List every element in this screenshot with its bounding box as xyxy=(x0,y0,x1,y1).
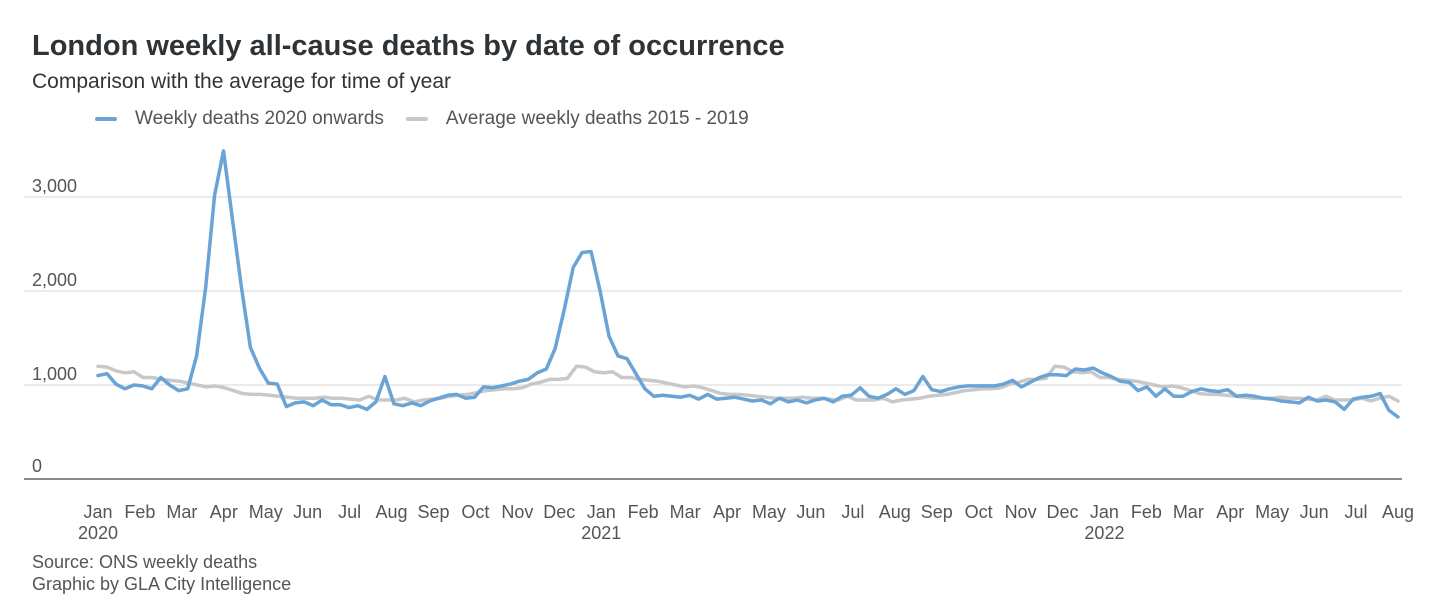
x-tick-label: Feb xyxy=(1131,502,1162,522)
x-tick-label: May xyxy=(1255,502,1289,522)
x-tick-label: Feb xyxy=(628,502,659,522)
legend-label-average-deaths: Average weekly deaths 2015 - 2019 xyxy=(445,108,749,129)
x-tick-label: Mar xyxy=(670,502,701,522)
y-tick-label: 3,000 xyxy=(32,176,77,196)
x-tick-year-label: 2021 xyxy=(581,523,621,543)
y-tick-label: 2,000 xyxy=(32,270,77,290)
x-tick-label: Jul xyxy=(1345,502,1368,522)
y-tick-label: 1,000 xyxy=(32,364,77,384)
x-tick-label: Jun xyxy=(1300,502,1329,522)
series-line-weekly-deaths xyxy=(96,149,1400,419)
chart-title: London weekly all-cause deaths by date o… xyxy=(32,30,785,62)
chart-legend: Weekly deaths 2020 onwards Average weekl… xyxy=(95,108,771,130)
x-tick-year-label: 2020 xyxy=(78,523,118,543)
x-tick-label: Sep xyxy=(417,502,449,522)
x-tick-label: Aug xyxy=(1382,502,1414,522)
x-tick-label: Jul xyxy=(338,502,361,522)
x-tick-label: Nov xyxy=(1005,502,1037,522)
legend-item-average-deaths: Average weekly deaths 2015 - 2019 xyxy=(405,108,749,130)
x-tick-label: Aug xyxy=(879,502,911,522)
x-tick-label: Apr xyxy=(713,502,741,522)
y-tick-label: 0 xyxy=(32,456,42,476)
x-tick-label: Jul xyxy=(841,502,864,522)
x-tick-label: May xyxy=(752,502,786,522)
chart-footer: Source: ONS weekly deaths Graphic by GLA… xyxy=(32,551,291,595)
x-tick-label: Jan xyxy=(83,502,112,522)
source-note: Source: ONS weekly deaths xyxy=(32,552,258,572)
x-tick-label: Feb xyxy=(124,502,155,522)
x-tick-label: Oct xyxy=(965,502,993,522)
legend-label-weekly-deaths: Weekly deaths 2020 onwards xyxy=(135,108,384,129)
x-tick-label: Mar xyxy=(166,502,197,522)
legend-swatch-average-deaths xyxy=(405,117,428,121)
x-tick-label: Apr xyxy=(210,502,238,522)
x-tick-label: Sep xyxy=(921,502,953,522)
x-tick-label: Jan xyxy=(1090,502,1119,522)
x-tick-label: Aug xyxy=(376,502,408,522)
x-tick-label: Apr xyxy=(1216,502,1244,522)
x-tick-label: Jun xyxy=(796,502,825,522)
x-tick-label: Dec xyxy=(543,502,575,522)
chart-subtitle: Comparison with the average for time of … xyxy=(32,70,452,93)
x-tick-label: Jun xyxy=(293,502,322,522)
legend-swatch-weekly-deaths xyxy=(95,117,117,121)
x-tick-label: Dec xyxy=(1047,502,1079,522)
series-line-average-deaths xyxy=(96,364,1400,404)
x-tick-label: Mar xyxy=(1173,502,1204,522)
credit-note: Graphic by GLA City Intelligence xyxy=(32,574,292,594)
x-tick-label: Nov xyxy=(501,502,533,522)
x-tick-label: Jan xyxy=(587,502,616,522)
legend-item-weekly-deaths: Weekly deaths 2020 onwards xyxy=(95,108,384,130)
x-tick-label: May xyxy=(249,502,283,522)
x-tick-year-label: 2022 xyxy=(1084,523,1124,543)
x-tick-label: Oct xyxy=(461,502,489,522)
